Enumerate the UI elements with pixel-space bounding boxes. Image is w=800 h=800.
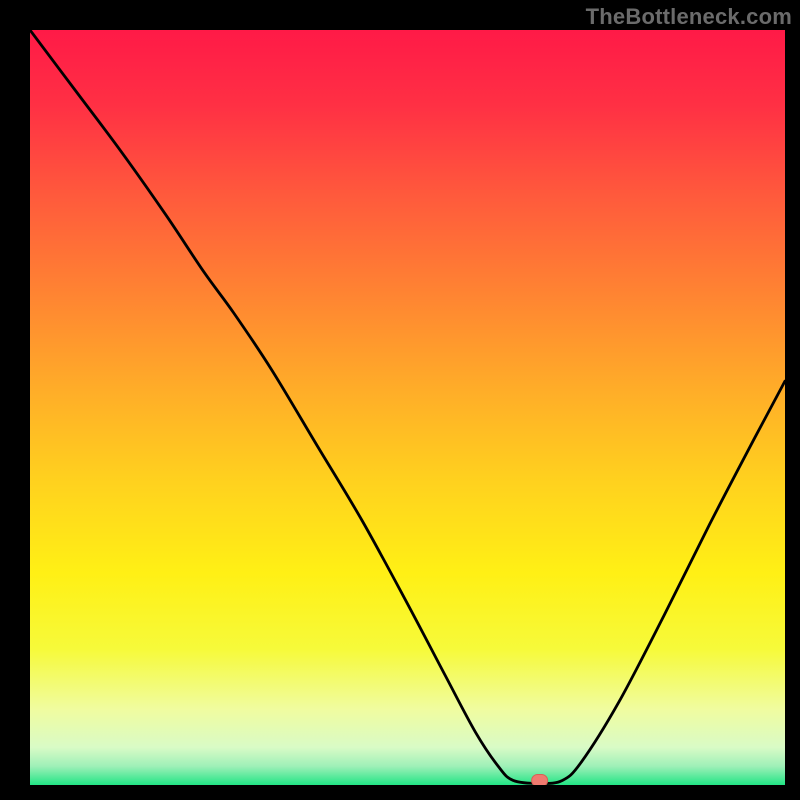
watermark-label: TheBottleneck.com <box>586 4 792 30</box>
bottleneck-chart <box>30 30 785 785</box>
chart-frame: TheBottleneck.com <box>0 0 800 800</box>
optimal-marker <box>532 774 548 785</box>
gradient-background <box>30 30 785 785</box>
